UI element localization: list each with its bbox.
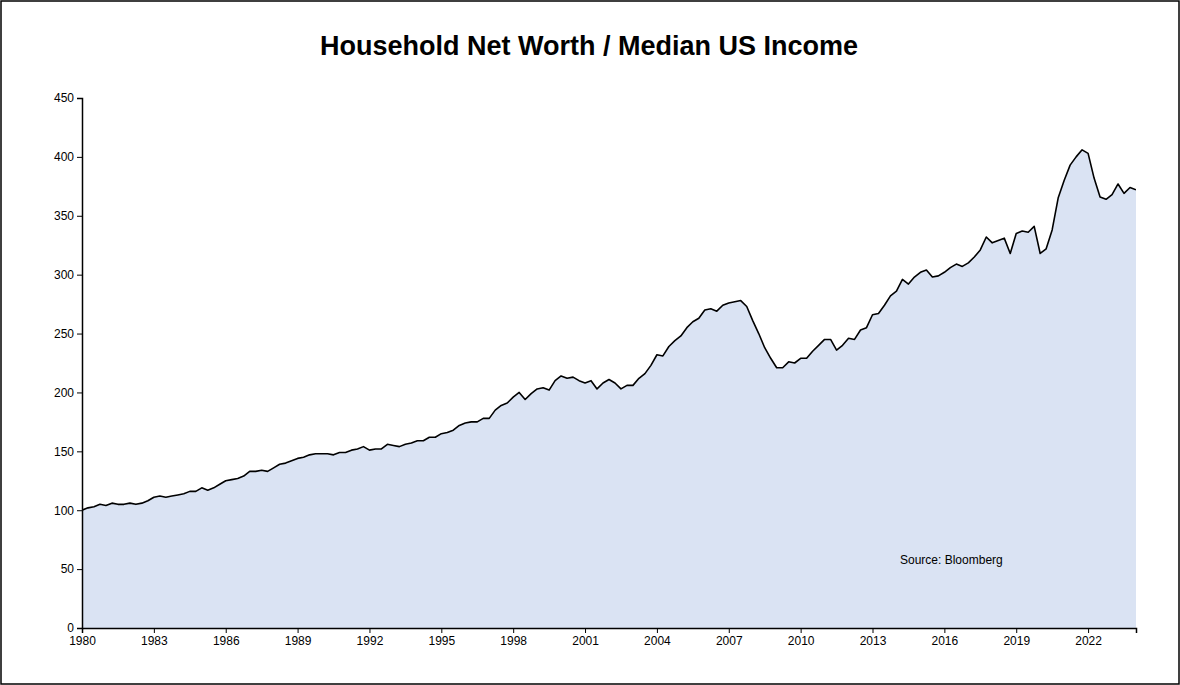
x-tick-mark [1016, 628, 1017, 633]
x-tick-label: 2016 [932, 634, 959, 648]
title: Household Net Worth / Median US Income [320, 31, 858, 61]
y-tick-mark [77, 451, 82, 452]
x-tick-label: 2019 [1003, 634, 1030, 648]
x-tick-label: 2007 [716, 634, 743, 648]
x-tick-mark [154, 628, 155, 633]
plot-area [82, 150, 1136, 628]
y-axis: 0 50 100 150 200 250 300 350 400 450 [54, 91, 83, 635]
x-tick-label: 2022 [1075, 634, 1102, 648]
x-tick: 2004 [644, 628, 671, 648]
y-axis-line [77, 99, 83, 629]
x-tick: 2010 [788, 628, 815, 648]
x-tick-mark [226, 628, 227, 633]
x-tick-label: 1995 [428, 634, 455, 648]
y-tick-label: 350 [54, 209, 74, 223]
x-tick-label: 2013 [860, 634, 887, 648]
line [82, 150, 1136, 510]
y-tick-mark [77, 157, 82, 158]
y-tick-label: 450 [54, 91, 74, 105]
area [82, 150, 1136, 628]
x-tick: 2016 [932, 628, 959, 648]
x-axis: 1980 1983 1986 1989 1992 1995 1998 2001 2004 2007… [69, 628, 1136, 648]
x-tick-mark [1088, 628, 1089, 633]
x-tick-mark [298, 628, 299, 633]
x-tick-mark [585, 628, 586, 633]
x-tick-mark [801, 628, 802, 633]
y-tick-mark [77, 216, 82, 217]
x-tick-label: 1998 [500, 634, 527, 648]
y-tick: 400 [54, 150, 82, 164]
x-tick-mark [513, 628, 514, 633]
x-tick-label: 1986 [213, 634, 240, 648]
y-tick-label: 400 [54, 150, 74, 164]
frame [1, 1, 1179, 684]
x-tick: 2022 [1075, 628, 1102, 648]
y-tick: 350 [54, 209, 82, 223]
y-tick: 100 [54, 504, 82, 518]
y-tick-label: 0 [67, 621, 74, 635]
x-axis-line [83, 629, 1137, 634]
x-tick-mark [873, 628, 874, 633]
x-tick: 2007 [716, 628, 743, 648]
y-tick: 200 [54, 386, 82, 400]
x-tick: 1983 [141, 628, 168, 648]
y-tick: 150 [54, 445, 82, 459]
x-tick-mark [944, 628, 945, 633]
y-tick-mark [77, 392, 82, 393]
y-tick-mark [77, 510, 82, 511]
y-tick-label: 250 [54, 327, 74, 341]
y-tick: 0 [67, 621, 82, 635]
chart: Household Net Worth / Median US Income 19… [0, 0, 1180, 685]
x-tick-mark [441, 628, 442, 633]
y-tick: 300 [54, 268, 82, 282]
y-tick-mark [77, 98, 82, 99]
y-tick-mark [77, 628, 82, 629]
x-tick-mark [729, 628, 730, 633]
x-tick: 1998 [500, 628, 527, 648]
x-tick: 1992 [357, 628, 384, 648]
x-tick-label: 2001 [572, 634, 599, 648]
x-tick: 2001 [572, 628, 599, 648]
x-tick: 2013 [860, 628, 887, 648]
y-tick-mark [77, 569, 82, 570]
y-tick-label: 50 [61, 562, 75, 576]
x-tick-label: 2010 [788, 634, 815, 648]
x-tick-label: 1992 [357, 634, 384, 648]
x-tick: 1986 [213, 628, 240, 648]
y-tick: 50 [61, 562, 82, 576]
y-tick-label: 200 [54, 386, 74, 400]
x-tick: 1995 [428, 628, 455, 648]
y-tick-label: 150 [54, 445, 74, 459]
x-tick-mark [369, 628, 370, 633]
x-tick: 1989 [285, 628, 312, 648]
x-tick-label: 1980 [69, 634, 96, 648]
y-tick-label: 100 [54, 504, 74, 518]
annotation: Source: Bloomberg [900, 553, 1003, 567]
x-tick-label: 1983 [141, 634, 168, 648]
y-tick-label: 300 [54, 268, 74, 282]
y-tick: 250 [54, 327, 82, 341]
y-tick-mark [77, 334, 82, 335]
x-tick-label: 1989 [285, 634, 312, 648]
x-tick: 2019 [1003, 628, 1030, 648]
x-tick-label: 2004 [644, 634, 671, 648]
y-tick-mark [77, 275, 82, 276]
x-tick-mark [657, 628, 658, 633]
y-tick: 450 [54, 91, 82, 105]
